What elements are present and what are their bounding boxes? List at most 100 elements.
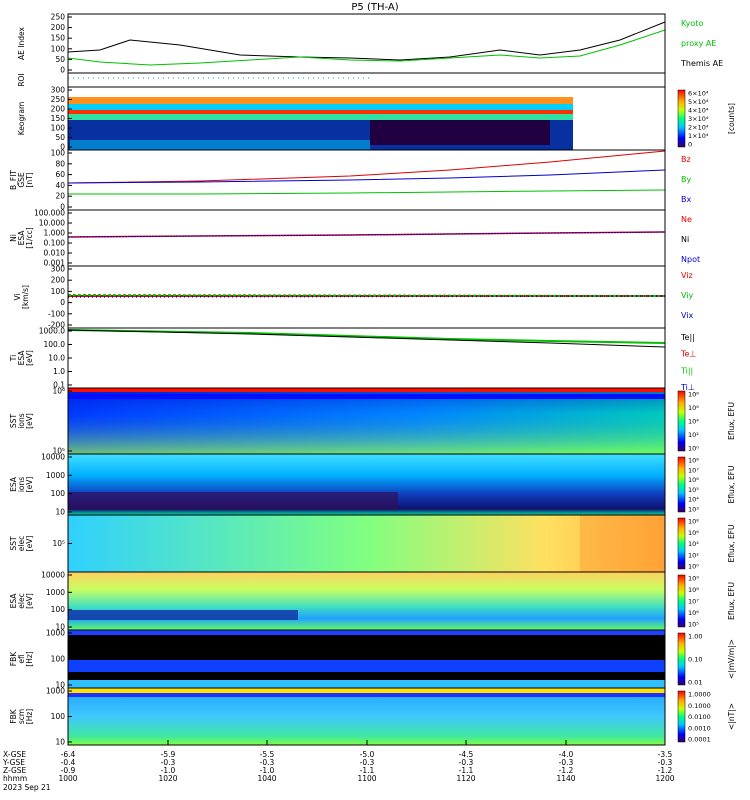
fbk_b-colorbar-tick: 0.0001 [688, 736, 711, 744]
esa_e-ylabel: [eV] [25, 593, 34, 609]
esa_i-tick-label: 10 [55, 508, 65, 517]
x-tick-xgse: -5.9 [161, 750, 176, 759]
ni-tick-label: 1.000 [44, 229, 66, 238]
te-par-line [67, 329, 666, 348]
vi-tick-label: 100 [51, 287, 66, 296]
esa_i-ylabel: [eV] [25, 477, 34, 493]
x-tick-xgse: -5.5 [260, 750, 275, 759]
fbk_e-ylabel: [Hz] [25, 651, 34, 667]
fbk_e-colorbar-label: <|mV/m|> [727, 639, 736, 679]
bfit-legend-item: Bz [681, 155, 691, 164]
vi-ylabel: [km/s] [21, 285, 30, 309]
ni-legend-item: Ni [681, 235, 689, 244]
keogram-colorbar-label: [counts] [727, 103, 736, 134]
x-tick-zgse: -1.1 [360, 766, 375, 775]
row-label-zgse: Z-GSE [3, 766, 27, 775]
ni-panel-bg [68, 210, 665, 266]
x-tick-ygse: -0.3 [658, 758, 673, 767]
esa_e-ylabel: elec [17, 593, 26, 608]
x-tick-xgse: -6.4 [61, 750, 76, 759]
ni-tick-label: 100.000 [34, 209, 65, 218]
esa_i-colorbar [677, 456, 686, 513]
fbk_e-tick-label: 10 [55, 681, 65, 690]
esa-ions-spectrogram [68, 454, 665, 515]
ae-legend-item: proxy AE [681, 39, 716, 48]
sst_i-colorbar-tick: 10⁰ [688, 445, 699, 453]
ti-axis: Ti ESA [eV] 1000.0 100.0 10.0 1.0 0.1 Te|| Te⊥ Ti|… [9, 327, 696, 393]
sst_e-ylabel: elec [17, 536, 26, 551]
ti-ylabel: [eV] [25, 350, 34, 366]
fbk_b-axis: FBK scm [Hz] 1000 100 10 1.0000 0.1000 0.0100 0.0… [9, 687, 736, 747]
esa_i-ylabel: ESA [9, 476, 18, 492]
vi-tick-label: 300 [51, 265, 66, 274]
sst_e-colorbar-label: Eflux, EFU [727, 525, 736, 563]
sst_i-colorbar-label: Eflux, EFU [727, 402, 736, 440]
ni-ylabel: [1/cc] [25, 227, 34, 248]
x-tick-ygse: -0.3 [559, 758, 574, 767]
ni-legend-item: Npot [681, 255, 700, 264]
keogram-colorbar-tick: 0 [688, 141, 692, 149]
sst_i-ylabel: ions [17, 413, 26, 428]
ti-tick-label: 0.1 [53, 381, 65, 390]
ae-ylabel: AE Index [17, 26, 26, 59]
ti-tick-label: 10.0 [48, 354, 65, 363]
fbk_e-colorbar-tick: 1.00 [688, 633, 702, 641]
ae-tick-label: 200 [51, 23, 66, 32]
x-tick-ygse: -0.3 [459, 758, 474, 767]
sst_e-colorbar-tick: 10⁰ [688, 563, 699, 571]
x-tick-hhmm: 1200 [655, 774, 674, 783]
bfit-ylabel: B_FIT [9, 170, 18, 190]
ni-ylabel: ESA [17, 230, 26, 246]
fbk_e-tick-label: 100 [51, 655, 66, 664]
x-tick-ygse: -0.3 [360, 758, 375, 767]
sst_e-axis: SST elec [eV] 10⁵ 10⁸ 10⁶ 10⁴ 10² 10⁰ Eflux, EFU [9, 518, 736, 571]
x-tick-ygse: -0.3 [161, 758, 176, 767]
fbk_b-colorbar-tick: 0.1000 [688, 702, 711, 710]
keogram-tick-label: 50 [55, 133, 65, 142]
sst-ions-spectrogram [68, 388, 665, 454]
ti-tick-label: 1.0 [53, 367, 65, 376]
fbk_b-colorbar-tick: 0.0100 [688, 713, 711, 721]
ni-legend-item: Ne [681, 215, 692, 224]
fbk_e-colorbar [677, 632, 686, 686]
esa_i-colorbar-tick: 10⁸ [688, 457, 699, 465]
ti-ylabel: ESA [17, 350, 26, 366]
ni-ylabel: Ni [9, 234, 18, 242]
ti-ylabel: Ti [9, 355, 18, 362]
x-tick-hhmm: 1120 [456, 774, 475, 783]
keogram-colorbar-tick: 1×10⁴ [688, 132, 709, 140]
esa_e-colorbar [677, 574, 686, 628]
ae-panel-bg [68, 14, 665, 73]
x-tick-hhmm: 1000 [58, 774, 77, 783]
viy-line [67, 294, 666, 297]
esa_e-colorbar-tick: 10⁸ [688, 586, 699, 594]
esa_e-ylabel: ESA [9, 593, 18, 609]
ti-legend-item: Te⊥ [680, 350, 696, 359]
x-tick-zgse: -1.2 [559, 766, 574, 775]
keogram-ylabel: Keogram [17, 102, 26, 136]
vi-ylabel: Vi [13, 293, 22, 300]
panel-borders [67, 13, 666, 746]
fbk-efi-spectrogram [68, 630, 665, 688]
esa_e-axis: ESA elec [eV] 10000 1000 100 10 10⁹ 10⁸ 10⁷ 10⁶ 10⁵… [9, 571, 736, 632]
esa_i-colorbar-label: Eflux, EFU [727, 466, 736, 504]
row-label-ygse: Y-GSE [2, 758, 25, 767]
x-tick-zgse: -1.2 [658, 766, 673, 775]
ti-legend-item: Te|| [680, 333, 695, 342]
fbk-scm-spectrogram [68, 688, 665, 745]
row-label-xgse: X-GSE [3, 750, 26, 759]
x-tick-marks [67, 740, 666, 745]
row-label-hhmm: hhmm [3, 774, 27, 783]
fbk_b-tick-label: 100 [51, 712, 66, 721]
esa_i-ylabel: ions [17, 477, 26, 492]
esa_e-colorbar-tick: 10⁹ [688, 575, 699, 583]
sst_i-colorbar-tick: 10⁸ [688, 391, 699, 399]
bfit-tick-label: 80 [55, 159, 65, 168]
esa_i-tick-label: 100 [51, 489, 66, 498]
